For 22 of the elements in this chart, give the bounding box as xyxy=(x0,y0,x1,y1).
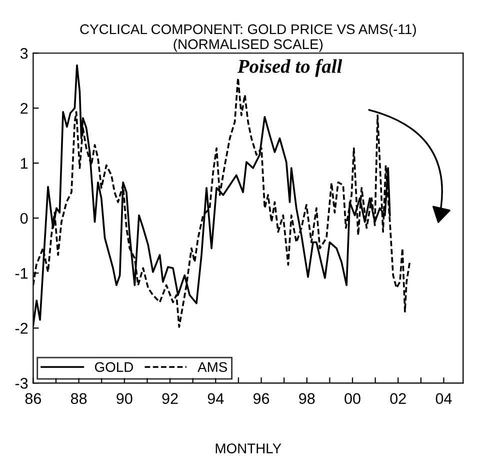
x-tick-label: 94 xyxy=(208,393,224,404)
x-tick-label: 92 xyxy=(162,393,178,404)
legend-label: GOLD xyxy=(94,362,133,372)
y-tick-label: -1 xyxy=(15,268,28,279)
y-tick-label: 1 xyxy=(20,158,28,169)
y-tick-label: -3 xyxy=(15,378,28,389)
x-tick-label: 86 xyxy=(25,393,42,404)
x-tick-label: 90 xyxy=(116,393,132,404)
x-axis-title: MONTHLY xyxy=(216,443,282,454)
chart-title: CYCLICAL COMPONENT: GOLD PRICE VS AMS(-11) (NORMALISED SCALE) xyxy=(80,24,416,52)
y-tick-label: 2 xyxy=(20,102,28,114)
legend-label: AMS xyxy=(198,362,228,372)
y-tick-label: 3 xyxy=(20,48,28,59)
x-tick-label: 04 xyxy=(436,393,452,404)
x-tick-label: 96 xyxy=(253,393,270,404)
x-tick-label: 00 xyxy=(344,393,360,404)
x-tick-label: 88 xyxy=(70,393,87,404)
annotation: Poised to fall xyxy=(237,59,342,77)
y-tick-label: 0 xyxy=(20,212,28,224)
x-tick-label: 98 xyxy=(299,393,315,404)
x-tick-label: 02 xyxy=(390,393,406,404)
y-tick-label: -2 xyxy=(15,322,28,334)
